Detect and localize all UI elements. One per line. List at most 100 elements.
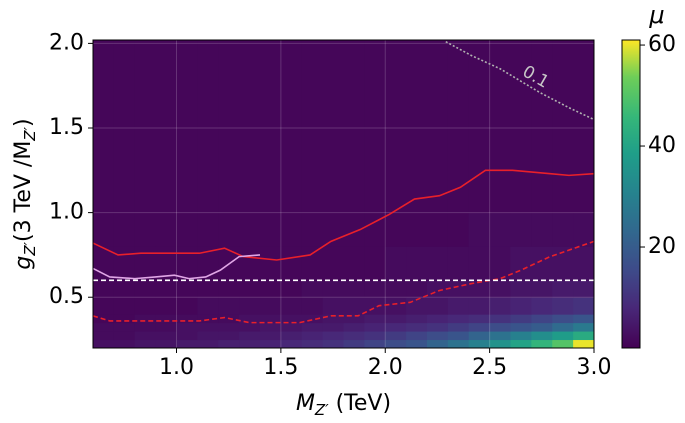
heatmap-cell bbox=[489, 322, 511, 332]
heatmap-cell bbox=[552, 297, 574, 315]
heatmap-cell bbox=[218, 128, 240, 214]
heatmap-cell bbox=[510, 331, 532, 341]
heatmap-cell bbox=[260, 314, 282, 324]
heatmap-cell bbox=[510, 280, 532, 298]
contour-line bbox=[92, 254, 261, 280]
heatmap-cell bbox=[468, 322, 491, 332]
heatmap-cell bbox=[385, 331, 407, 341]
heatmap-cell bbox=[427, 331, 449, 341]
heatmap-cell bbox=[176, 246, 198, 281]
heatmap-cell bbox=[260, 280, 282, 298]
x-tick-label: 3.0 bbox=[577, 355, 612, 380]
heatmap-cell bbox=[510, 40, 532, 129]
heatmap-cell bbox=[385, 322, 407, 332]
heatmap-cell bbox=[322, 246, 344, 281]
heatmap-cell bbox=[489, 40, 511, 129]
heatmap-cell bbox=[218, 280, 240, 298]
heatmap-cell bbox=[406, 40, 428, 129]
heatmap-cell bbox=[134, 280, 157, 298]
heatmap-cell bbox=[280, 280, 303, 298]
heatmap-cell bbox=[489, 297, 511, 315]
y-axis-label-part: Z′ bbox=[21, 241, 39, 256]
heatmap-cell bbox=[573, 128, 595, 214]
heatmap-cell bbox=[218, 297, 240, 315]
heatmap-cell bbox=[343, 339, 365, 349]
heatmap-cell bbox=[197, 297, 219, 315]
y-axis-label-part: Z′ bbox=[21, 126, 39, 141]
heatmap-cell bbox=[218, 212, 240, 247]
heatmap-cell bbox=[531, 339, 553, 349]
heatmap-cell bbox=[280, 322, 303, 332]
heatmap-cell bbox=[489, 331, 511, 341]
heatmap-cell bbox=[301, 314, 324, 324]
heatmap-cell bbox=[468, 246, 491, 281]
heatmap-cell bbox=[552, 40, 574, 129]
heatmap-cell bbox=[322, 314, 344, 324]
heatmap-cell bbox=[385, 280, 407, 298]
plot-frame bbox=[92, 39, 595, 349]
heatmap-cell bbox=[364, 297, 386, 315]
heatmap-cell bbox=[134, 297, 157, 315]
heatmap-cell bbox=[113, 314, 136, 324]
y-axis-label: gZ′(3 TeV /MZ′) bbox=[11, 118, 39, 269]
heatmap-cell bbox=[322, 331, 344, 341]
heatmap-cell bbox=[280, 128, 303, 214]
heatmap-cell bbox=[427, 128, 449, 214]
heatmap-cell bbox=[197, 212, 219, 247]
heatmap-cell bbox=[364, 246, 386, 281]
x-tick-label: 1.0 bbox=[159, 355, 194, 380]
heatmap-cell bbox=[573, 331, 595, 341]
heatmap-cell bbox=[176, 314, 198, 324]
heatmap-cell bbox=[239, 322, 261, 332]
heatmap-cell bbox=[301, 246, 324, 281]
y-axis-label-part: ) bbox=[11, 118, 36, 127]
heatmap-cell bbox=[176, 40, 198, 129]
heatmap-cell bbox=[427, 322, 449, 332]
heatmap-cell bbox=[531, 314, 553, 324]
y-tick-label: 2.0 bbox=[49, 30, 84, 55]
heatmap-cell bbox=[93, 40, 115, 129]
heatmap-cell bbox=[343, 331, 365, 341]
heatmap-cell bbox=[155, 128, 177, 214]
heatmap-cell bbox=[239, 297, 261, 315]
heatmap-cell bbox=[197, 40, 219, 129]
heatmap-cell bbox=[427, 314, 449, 324]
y-axis-label-part: (3 TeV /M bbox=[11, 141, 36, 242]
heatmap-cell bbox=[343, 314, 365, 324]
heatmap-cell bbox=[489, 212, 511, 247]
heatmap-cell bbox=[322, 128, 344, 214]
heatmap-cell bbox=[134, 128, 157, 214]
heatmap-cell bbox=[468, 40, 491, 129]
heatmap-cell bbox=[197, 128, 219, 214]
heatmap-cell bbox=[134, 322, 157, 332]
heatmap-cell bbox=[218, 40, 240, 129]
y-tick-label: 1.5 bbox=[49, 115, 84, 140]
heatmap-cell bbox=[322, 212, 344, 247]
heatmap-cell bbox=[113, 128, 136, 214]
heatmap-cell bbox=[406, 280, 428, 298]
heatmap-cell bbox=[260, 246, 282, 281]
heatmap-cell bbox=[260, 212, 282, 247]
heatmap-cell bbox=[113, 212, 136, 247]
heatmap-cell bbox=[113, 40, 136, 129]
heatmap-cell bbox=[260, 128, 282, 214]
heatmap-cell bbox=[447, 280, 470, 298]
heatmap-cell bbox=[406, 212, 428, 247]
heatmap-cell bbox=[552, 339, 574, 349]
heatmap-cell bbox=[364, 331, 386, 341]
heatmap-cell bbox=[239, 40, 261, 129]
heatmap-cell bbox=[343, 280, 365, 298]
heatmap-cell bbox=[197, 280, 219, 298]
heatmap-cell bbox=[322, 280, 344, 298]
heatmap-cell bbox=[239, 280, 261, 298]
heatmap-cell bbox=[447, 331, 470, 341]
heatmap-cell bbox=[343, 322, 365, 332]
heatmap-cell bbox=[176, 128, 198, 214]
heatmap-cell bbox=[573, 40, 595, 129]
heatmap-cell bbox=[155, 331, 177, 341]
x-axis-label-part: Z′ bbox=[314, 401, 329, 419]
heatmap-cell bbox=[134, 246, 157, 281]
heatmap-cell bbox=[531, 40, 553, 129]
heatmap-cell bbox=[385, 40, 407, 129]
